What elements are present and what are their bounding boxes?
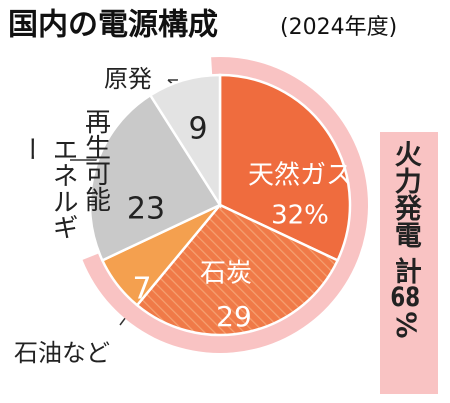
value-label: 29 bbox=[216, 300, 252, 333]
pie-slice bbox=[218, 73, 352, 263]
chart-title: 国内の電源構成 bbox=[8, 8, 218, 43]
pie bbox=[82, 57, 369, 353]
value-label: 32% bbox=[271, 201, 329, 231]
value-label: 7 bbox=[132, 272, 151, 307]
pie-slice bbox=[135, 203, 340, 337]
annotation: 火力発電 計68% bbox=[389, 140, 421, 339]
value-label: 9 bbox=[188, 112, 207, 147]
pie-slice bbox=[148, 73, 222, 210]
pie-slice bbox=[88, 93, 222, 263]
value-label: 23 bbox=[127, 192, 165, 227]
category-label: 天然ガス bbox=[248, 161, 352, 191]
category-label: 石炭 bbox=[200, 259, 252, 289]
category-label: 再生可能 エネルギー bbox=[15, 108, 111, 240]
chart-subtitle: (2024年度) bbox=[280, 15, 397, 40]
category-label: 石油など bbox=[14, 339, 110, 367]
category-label: 原発 bbox=[104, 65, 152, 93]
annotation-box bbox=[380, 132, 438, 394]
